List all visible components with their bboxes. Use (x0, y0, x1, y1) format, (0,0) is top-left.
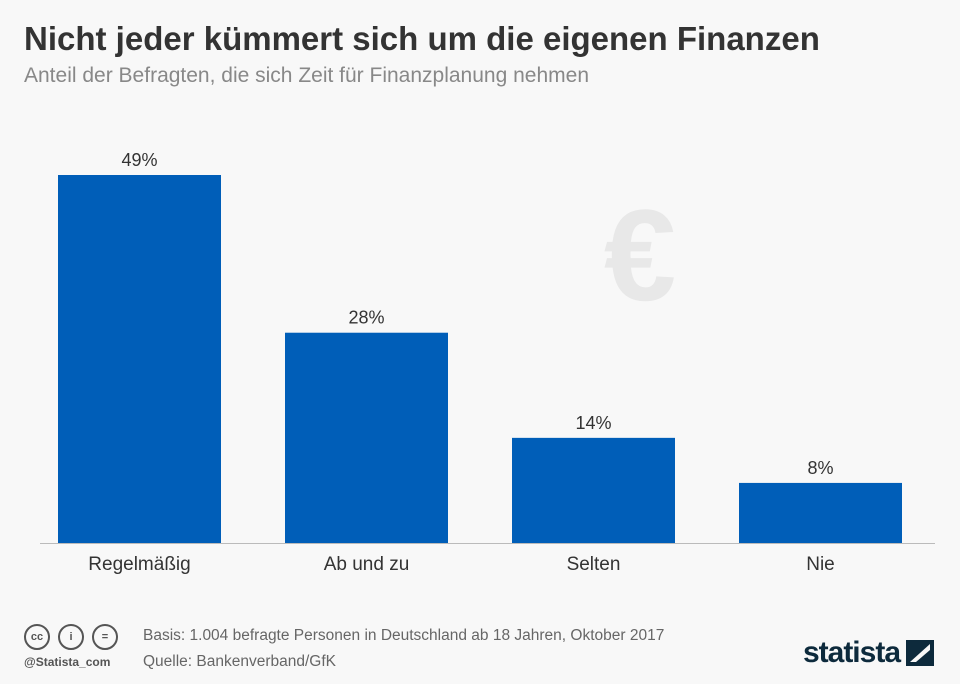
statista-handle: @Statista_com (24, 655, 111, 669)
nd-icon: = (92, 624, 118, 650)
by-icon: i (58, 624, 84, 650)
category-label: Selten (567, 554, 621, 575)
bar-0 (58, 175, 221, 543)
category-label: Ab und zu (324, 554, 410, 575)
data-label: 28% (348, 308, 384, 328)
euro-watermark-icon: € (604, 182, 676, 328)
data-label: 49% (121, 150, 157, 170)
chart-title: Nicht jeder kümmert sich um die eigenen … (24, 20, 820, 57)
chart-subtitle: Anteil der Befragten, die sich Zeit für … (24, 64, 590, 87)
logo-text: statista (802, 636, 901, 669)
bar-2 (512, 437, 675, 543)
data-label: 14% (575, 413, 611, 433)
category-label: Nie (806, 554, 835, 575)
basis-note: Basis: 1.004 befragte Personen in Deutsc… (143, 627, 665, 644)
source-note: Quelle: Bankenverband/GfK (143, 653, 337, 670)
statista-logo-icon (906, 640, 934, 666)
bar-3 (739, 482, 902, 543)
category-label: Regelmäßig (88, 554, 190, 575)
cc-icon: cc (24, 624, 50, 650)
bar-1 (285, 332, 448, 543)
statista-logo[interactable]: statista (803, 636, 934, 670)
data-label: 8% (807, 458, 833, 478)
